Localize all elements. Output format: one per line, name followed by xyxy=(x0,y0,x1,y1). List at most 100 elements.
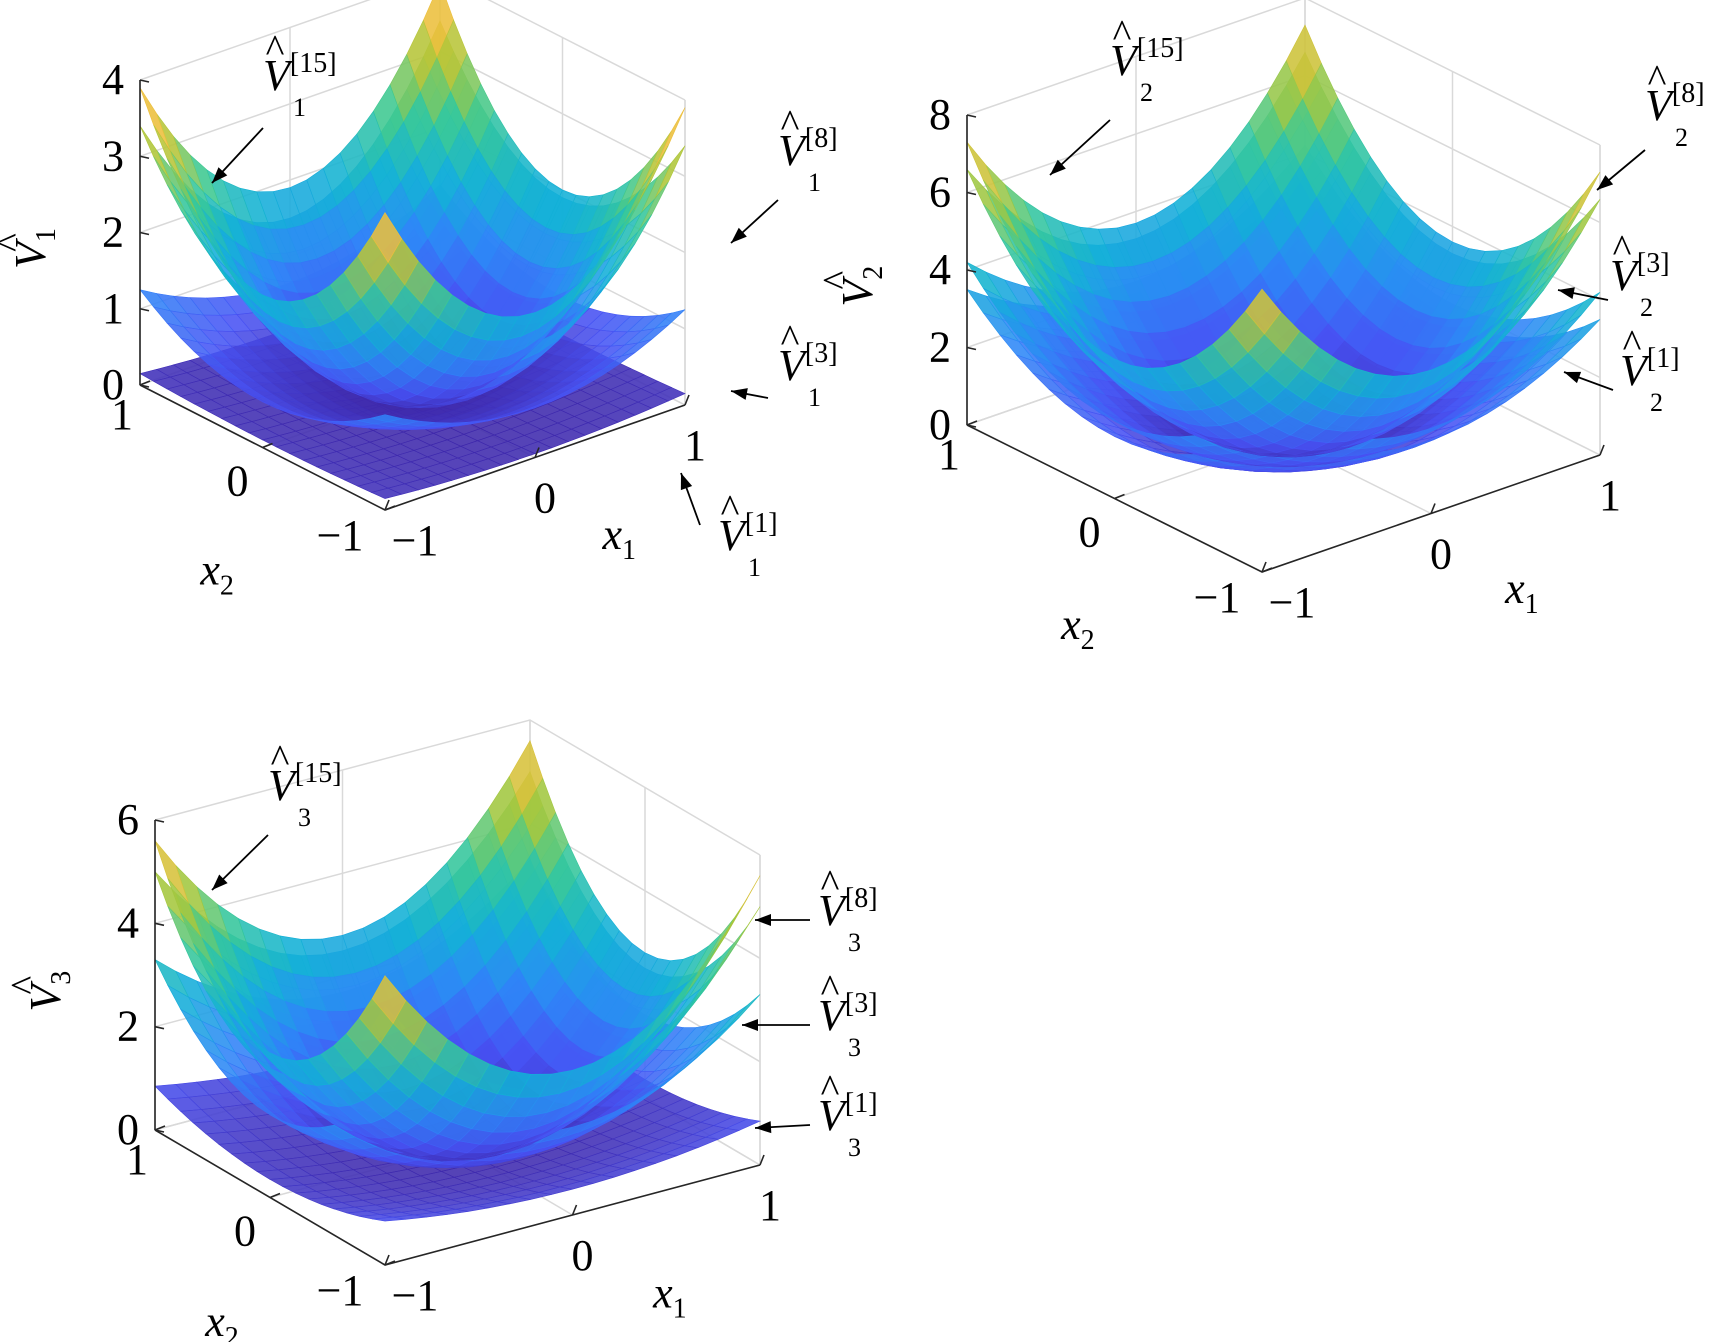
svg-text:V[15]: V[15] xyxy=(1110,33,1184,85)
hat-accent: ^ xyxy=(814,271,859,290)
svg-text:V2: V2 xyxy=(833,266,889,307)
chart-panel-1: 01234−101−101x1x2V1^^V[1]1^V[3]1^V[8]1^V… xyxy=(0,0,838,601)
hat-accent: ^ xyxy=(781,316,800,361)
annotation-iter-3: ^V[3]2 xyxy=(1557,226,1670,322)
hat-accent: ^ xyxy=(1623,321,1642,366)
annotation-iter-15: ^V[15]1 xyxy=(211,26,337,184)
surface-iter-15 xyxy=(966,24,1601,456)
z-tick-label: 6 xyxy=(929,168,951,217)
axis-lines xyxy=(966,114,1605,573)
z-tick-label: 4 xyxy=(929,245,951,294)
chart-panel-2: 02468−101−101x1x2V2^^V[1]2^V[3]2^V[8]2^V… xyxy=(814,0,1705,656)
annotation-iter-8: ^V[8]1 xyxy=(730,101,838,244)
svg-text:V3: V3 xyxy=(21,971,77,1012)
x1-tick-label: −1 xyxy=(1269,578,1316,627)
svg-text:3: 3 xyxy=(848,1033,861,1062)
z-tick-label: 4 xyxy=(102,55,124,104)
axis-lines xyxy=(139,79,690,511)
hat-accent: ^ xyxy=(1613,226,1632,271)
svg-text:2: 2 xyxy=(1675,123,1688,152)
x1-axis-label: x1 xyxy=(652,1269,687,1325)
svg-text:1: 1 xyxy=(748,553,761,582)
hat-accent: ^ xyxy=(821,861,840,906)
svg-text:V[3]: V[3] xyxy=(778,338,838,390)
hat-accent: ^ xyxy=(1113,11,1132,56)
svg-text:V[8]: V[8] xyxy=(818,883,878,935)
z-tick-label: 0 xyxy=(102,360,124,409)
hat-accent: ^ xyxy=(781,101,800,146)
hat-accent: ^ xyxy=(2,976,47,995)
svg-text:V[8]: V[8] xyxy=(778,123,838,175)
hat-accent: ^ xyxy=(821,1066,840,1111)
x1-tick-label: 0 xyxy=(1430,530,1452,579)
z-tick-label: 8 xyxy=(929,90,951,139)
x2-tick-label: 1 xyxy=(111,390,133,439)
annotation-iter-15: ^V[15]3 xyxy=(211,736,342,891)
annotation-iter-1: ^V[1]2 xyxy=(1563,321,1680,417)
svg-text:V[1]: V[1] xyxy=(718,508,778,560)
svg-text:2: 2 xyxy=(1140,78,1153,107)
x1-tick-label: 1 xyxy=(759,1181,781,1230)
hat-accent: ^ xyxy=(821,966,840,1011)
svg-text:V[3]: V[3] xyxy=(818,988,878,1040)
hat-accent: ^ xyxy=(271,736,290,781)
svg-text:3: 3 xyxy=(298,803,311,832)
z-axis-label: V1^ xyxy=(0,228,62,269)
z-tick-label: 2 xyxy=(117,1002,139,1051)
x2-tick-label: 0 xyxy=(1079,508,1101,557)
hat-accent: ^ xyxy=(266,26,285,71)
z-tick-label: 1 xyxy=(102,284,124,333)
annotation-iter-1: ^V[1]3 xyxy=(754,1066,878,1162)
annotation-iter-8: ^V[8]2 xyxy=(1596,56,1705,191)
svg-text:V[8]: V[8] xyxy=(1645,78,1705,130)
annotation-iter-3: ^V[3]3 xyxy=(742,966,878,1062)
svg-text:V[1]: V[1] xyxy=(1620,343,1680,395)
x2-tick-label: −1 xyxy=(1194,573,1241,622)
svg-text:V[15]: V[15] xyxy=(268,758,342,810)
z-tick-label: 3 xyxy=(102,131,124,180)
z-tick-label: 0 xyxy=(929,400,951,449)
x1-tick-label: 0 xyxy=(572,1231,594,1280)
svg-text:2: 2 xyxy=(1640,293,1653,322)
svg-text:V[1]: V[1] xyxy=(818,1088,878,1140)
surface-iter-15 xyxy=(154,739,761,1160)
x2-axis-label: x2 xyxy=(1060,600,1095,656)
z-tick-label: 4 xyxy=(117,898,139,947)
chart-panel-3: 0246−101−101x1x2V3^^V[1]3^V[3]3^V[8]3^V[… xyxy=(2,719,878,1342)
z-tick-label: 6 xyxy=(117,795,139,844)
x1-tick-label: 1 xyxy=(1599,471,1621,520)
x2-tick-label: −1 xyxy=(317,511,364,560)
z-axis-label: V2^ xyxy=(814,266,889,307)
svg-text:3: 3 xyxy=(848,1133,861,1162)
hat-accent: ^ xyxy=(721,486,740,531)
z-tick-label: 0 xyxy=(117,1105,139,1154)
x2-tick-label: 1 xyxy=(126,1135,148,1184)
svg-text:1: 1 xyxy=(808,383,821,412)
x2-tick-label: 0 xyxy=(227,457,249,506)
hat-accent: ^ xyxy=(0,233,32,252)
x1-tick-label: −1 xyxy=(392,1271,439,1320)
x2-tick-label: 0 xyxy=(234,1207,256,1256)
x2-tick-label: −1 xyxy=(317,1266,364,1315)
z-axis-label: V3^ xyxy=(2,971,77,1012)
svg-text:3: 3 xyxy=(848,928,861,957)
svg-text:V[3]: V[3] xyxy=(1610,248,1670,300)
svg-text:2: 2 xyxy=(1650,388,1663,417)
x1-tick-label: −1 xyxy=(392,516,439,565)
z-tick-label: 2 xyxy=(102,208,124,257)
hat-accent: ^ xyxy=(1648,56,1667,101)
x2-tick-label: 1 xyxy=(938,430,960,479)
surface-iter-15 xyxy=(139,0,686,407)
axis-lines xyxy=(154,819,765,1266)
annotation-iter-15: ^V[15]2 xyxy=(1049,11,1184,176)
x2-axis-label: x2 xyxy=(204,1297,239,1342)
annotation-iter-8: ^V[8]3 xyxy=(755,861,878,957)
x1-axis-label: x1 xyxy=(1504,564,1539,620)
annotation-iter-1: ^V[1]1 xyxy=(680,472,778,582)
x2-axis-label: x2 xyxy=(199,545,234,601)
svg-text:1: 1 xyxy=(808,168,821,197)
svg-text:1: 1 xyxy=(293,93,306,122)
z-tick-label: 2 xyxy=(929,323,951,372)
x1-tick-label: 1 xyxy=(684,421,706,470)
